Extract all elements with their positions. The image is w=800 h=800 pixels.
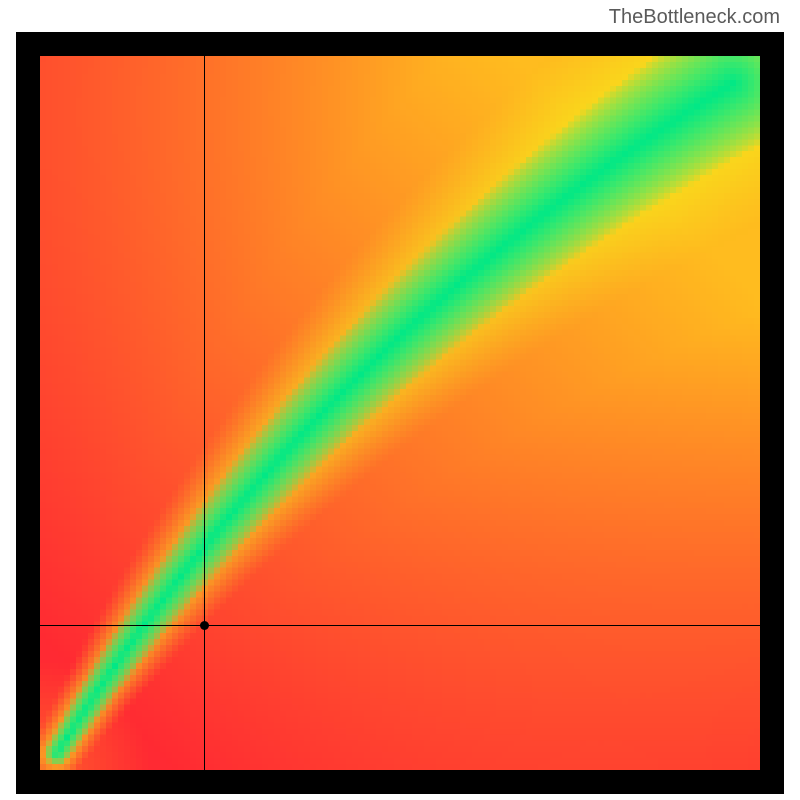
heatmap-canvas <box>40 56 760 770</box>
crosshair-marker <box>200 621 209 630</box>
root-container: TheBottleneck.com <box>0 0 800 800</box>
crosshair-horizontal <box>40 625 760 626</box>
crosshair-vertical <box>204 56 205 770</box>
attribution-text: TheBottleneck.com <box>609 6 780 29</box>
